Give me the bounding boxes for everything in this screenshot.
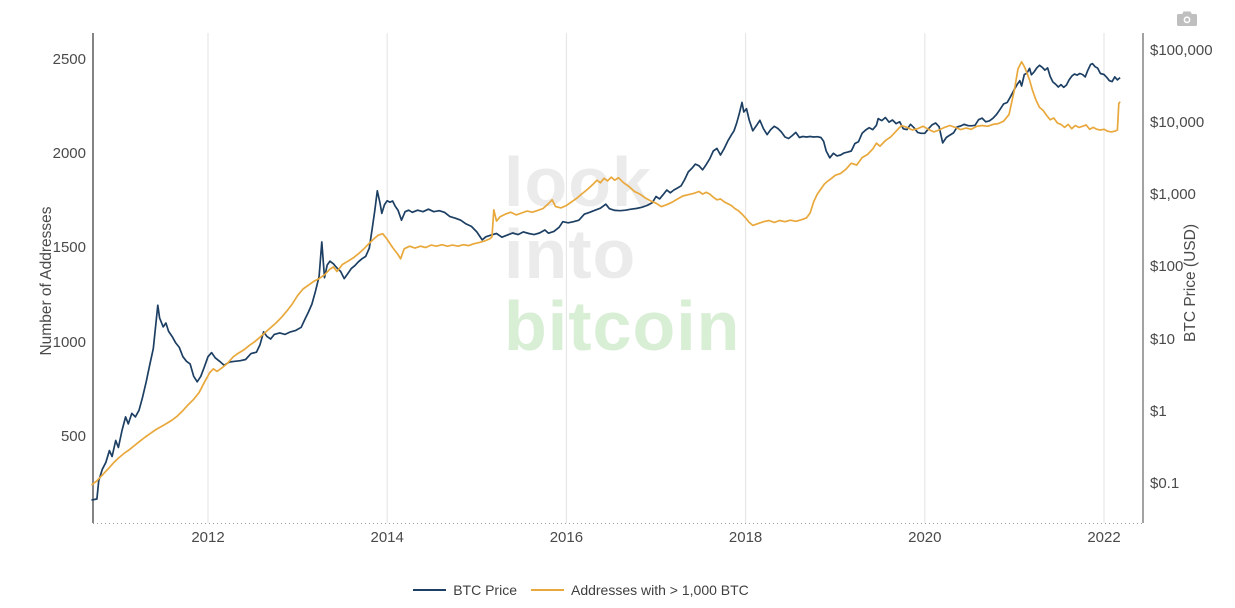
watermark-line-2: into [504,215,637,293]
addresses-line [90,60,1121,486]
download-plot-button[interactable] [1176,9,1200,31]
x-tick-2012: 2012 [191,529,225,546]
btc-price-line [91,62,1121,501]
legend-label-btc-price: BTC Price [453,582,517,598]
left-tick-1000: 1000 [52,333,86,351]
left-tick-500: 500 [60,428,86,445]
x-tick-2016: 2016 [549,529,584,546]
right-tick-0: $100,000 [1150,41,1213,59]
legend: BTC Price Addresses with > 1,000 BTC [0,581,1162,599]
left-tick-2000: 2000 [52,145,86,163]
watermark: look into bitcoin [504,146,740,362]
right-tick-6: $0.1 [1150,475,1180,492]
x-tick-2018: 2018 [728,529,763,546]
legend-line-sample-btc-price [413,589,447,591]
x-tick-2020: 2020 [908,529,942,546]
right-tick-1: $10,000 [1150,114,1205,131]
right-tick-3: $100 [1150,258,1184,276]
x-tick-2014: 2014 [370,529,404,546]
left-tick-2500: 2500 [52,50,86,68]
legend-item-addresses[interactable]: Addresses with > 1,000 BTC [530,582,749,598]
legend-line-sample-addresses [530,589,564,591]
x-tick-2022: 2022 [1087,529,1121,546]
legend-item-btc-price[interactable]: BTC Price [413,582,517,598]
right-tick-4: $10 [1150,330,1176,348]
camera-icon [1177,11,1197,26]
right-axis-title: BTC Price (USD) [1182,224,1199,342]
watermark-line-1: look [504,143,652,221]
left-tick-1500: 1500 [52,239,86,257]
watermark-line-3: bitcoin [504,287,741,365]
legend-label-addresses: Addresses with > 1,000 BTC [570,582,749,598]
right-tick-2: $1,000 [1150,186,1196,204]
left-axis-title: Number of Addresses [38,206,55,356]
right-tick-5: $1 [1150,402,1167,420]
